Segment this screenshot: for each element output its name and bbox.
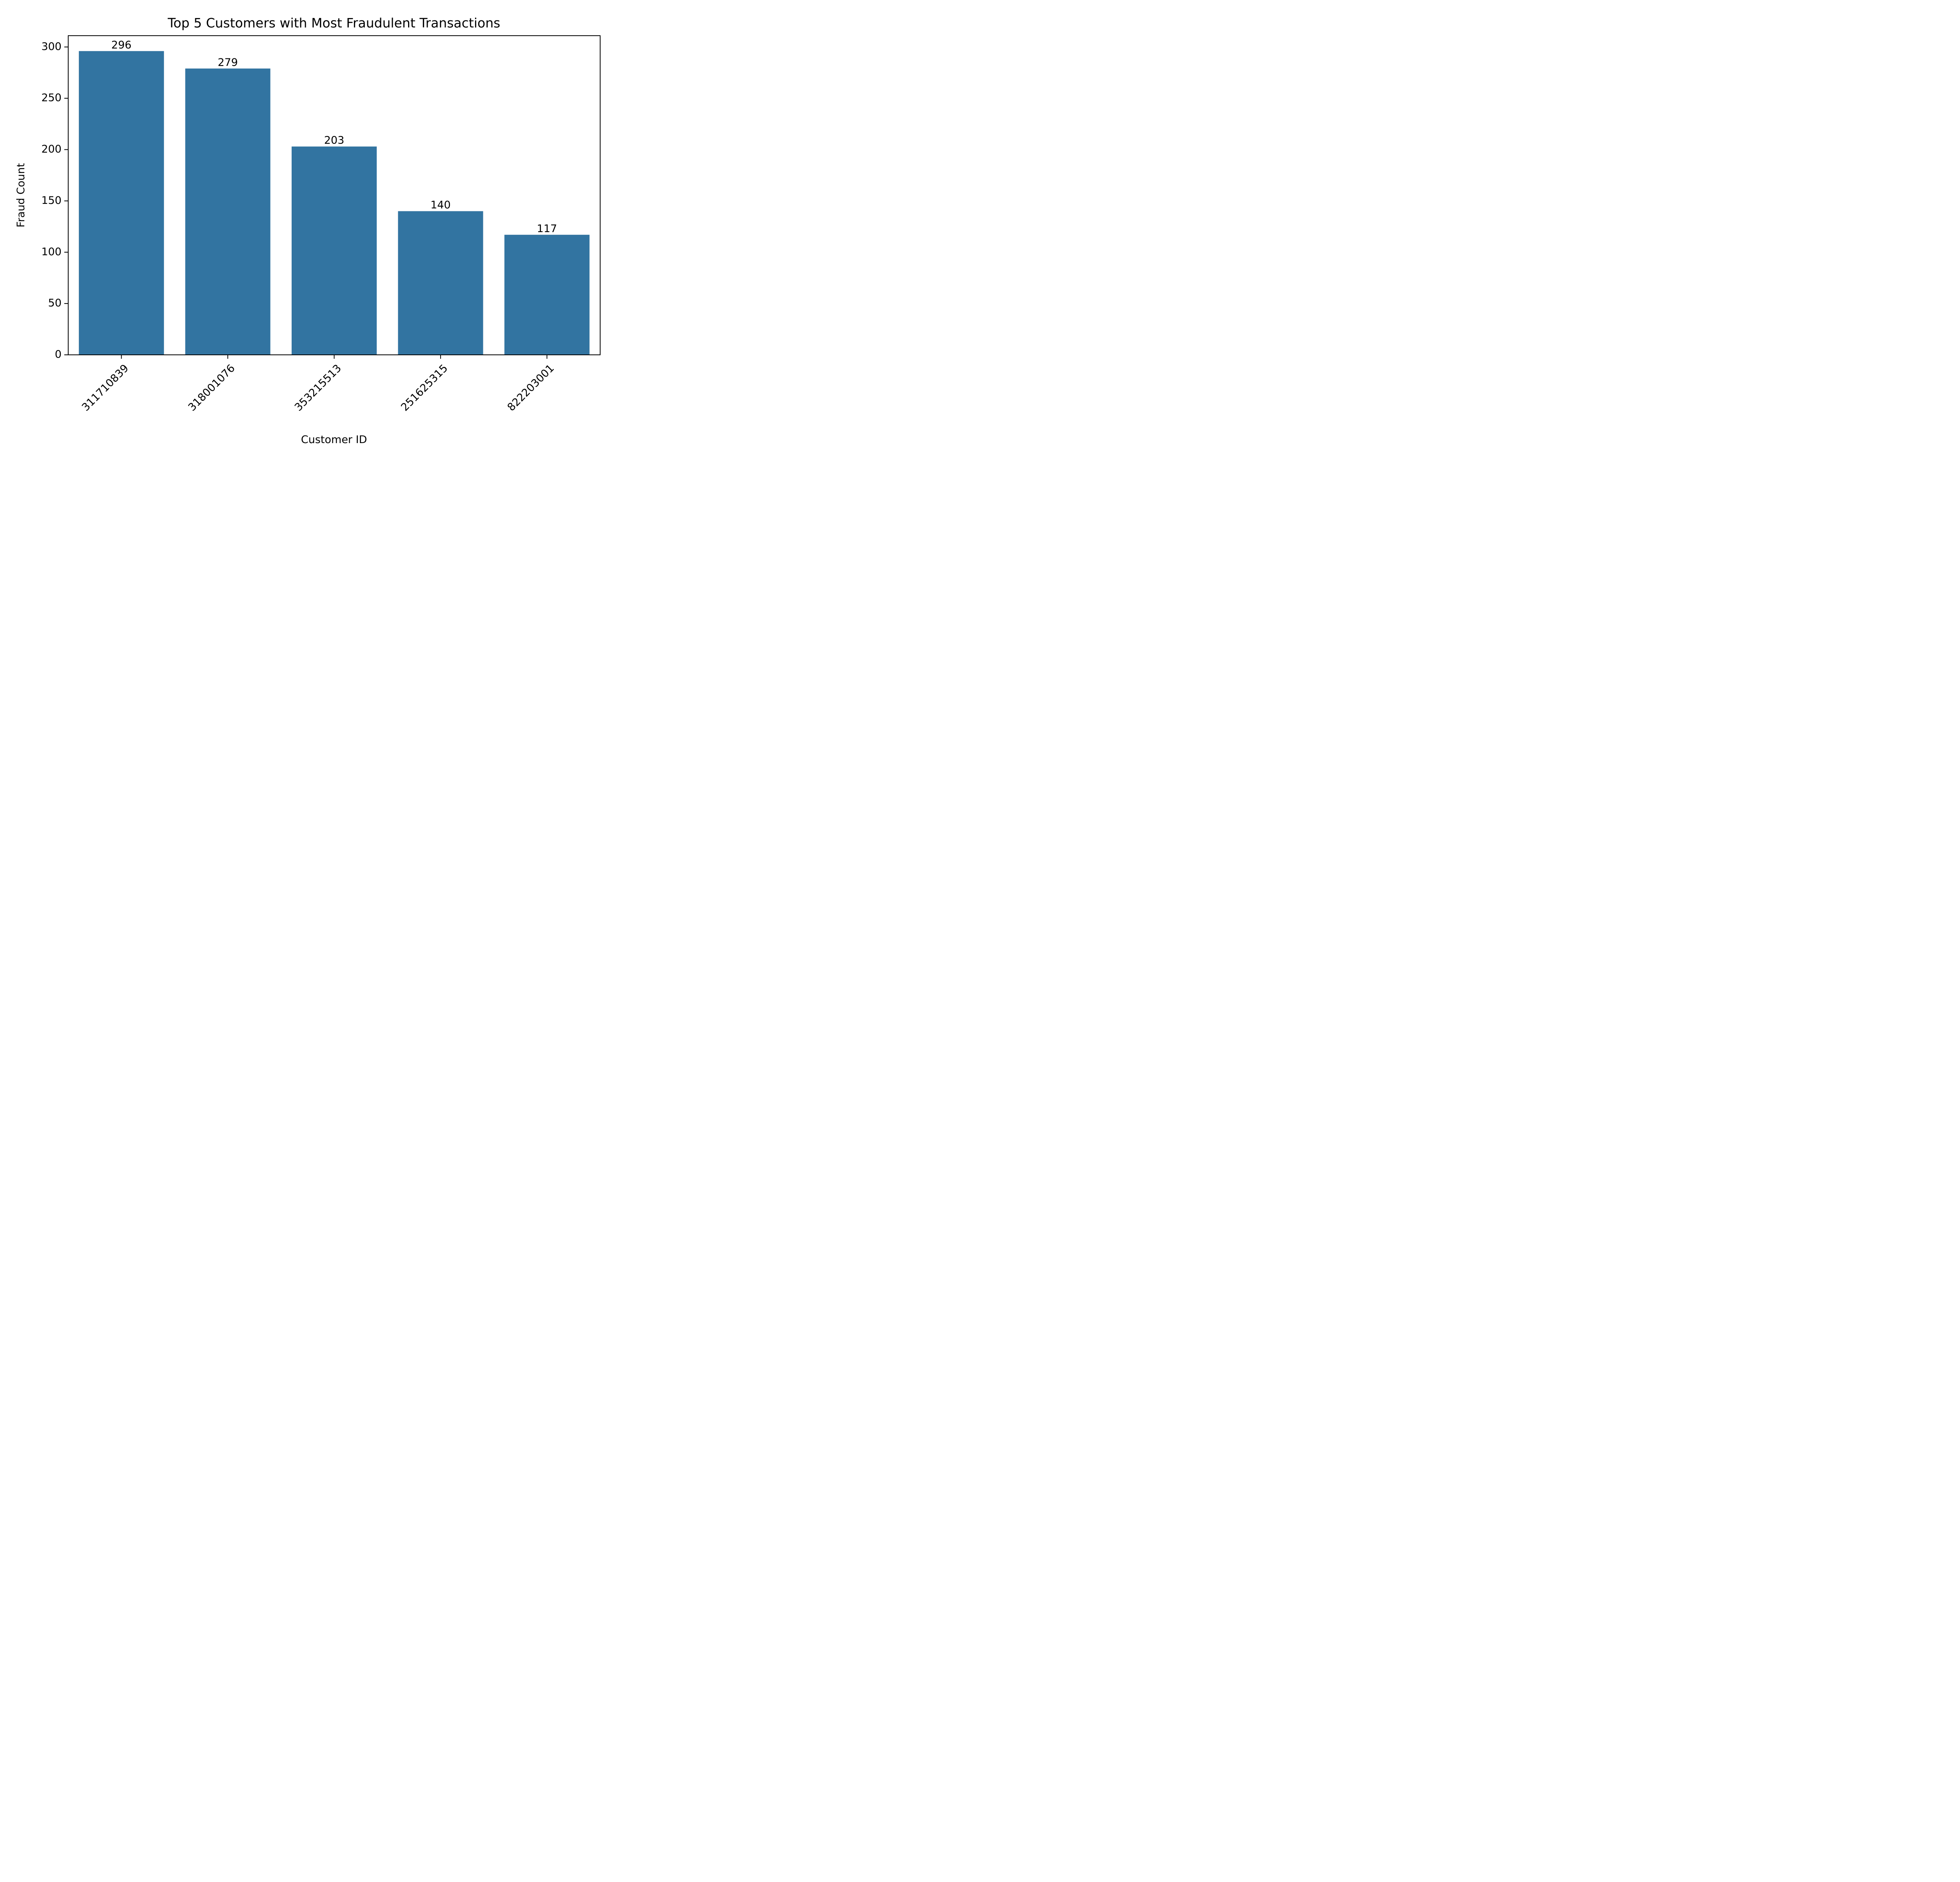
chart-title: Top 5 Customers with Most Fraudulent Tra…	[167, 15, 500, 31]
y-tick-label: 150	[41, 194, 62, 207]
bar-labels-group: 296 279 203 140 117	[111, 39, 557, 235]
y-tick-label: 100	[41, 246, 62, 258]
bar-value-label: 117	[537, 223, 557, 235]
x-tick-label: 318001076	[186, 362, 237, 414]
x-axis-label: Customer ID	[301, 434, 367, 446]
x-tick-label: 353215513	[292, 362, 344, 414]
chart: Top 5 Customers with Most Fraudulent Tra…	[0, 0, 613, 460]
y-tick-label: 50	[48, 297, 62, 309]
bar-353215513	[291, 146, 377, 355]
bar-value-label: 296	[111, 39, 132, 51]
y-tick-label: 200	[41, 143, 62, 155]
bar-value-label: 140	[430, 199, 451, 211]
bar-chart: Top 5 Customers with Most Fraudulent Tra…	[15, 15, 601, 446]
x-tick-label: 251625315	[399, 362, 450, 414]
bar-318001076	[185, 68, 270, 355]
bar-value-label: 203	[324, 134, 345, 147]
bar-251625315	[398, 211, 483, 355]
x-axis: 311710839 318001076 353215513 251625315 8222…	[80, 355, 557, 414]
y-axis-label: Fraud Count	[15, 163, 27, 227]
x-tick-label: 311710839	[80, 362, 131, 414]
bar-value-label: 279	[218, 56, 238, 69]
bars-group	[79, 51, 590, 355]
y-tick-label: 250	[41, 92, 62, 104]
y-tick-label: 300	[41, 40, 62, 53]
y-axis: 0 50 100 150 200 250 300	[41, 40, 68, 361]
x-tick-label: 822203001	[505, 362, 557, 414]
y-tick-label: 0	[55, 349, 62, 361]
bar-822203001	[504, 234, 590, 355]
bar-311710839	[79, 51, 164, 355]
